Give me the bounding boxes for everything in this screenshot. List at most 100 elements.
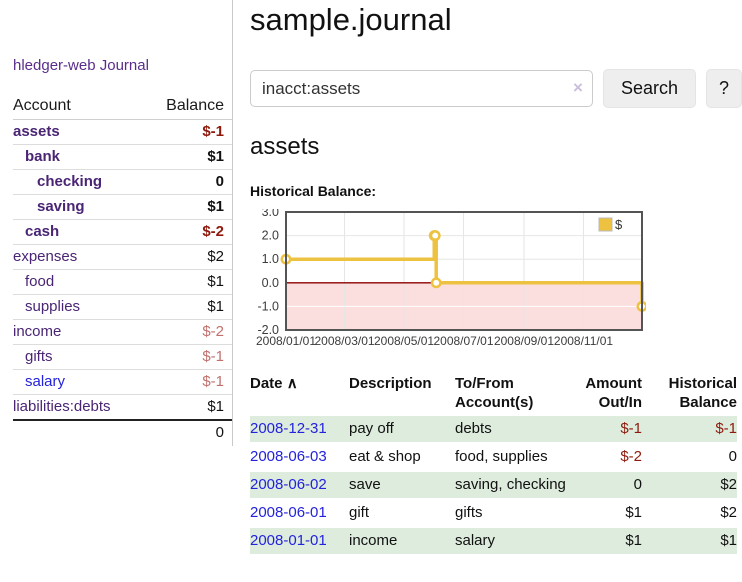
main-content: sample.journal × Search ? assets Histori… [233, 0, 742, 556]
transaction-date-link[interactable]: 2008-12-31 [250, 420, 327, 437]
total-row: 0 [13, 419, 232, 445]
svg-text:2008/03/01: 2008/03/01 [314, 334, 374, 348]
transaction-row: 2008-06-01 gift gifts $1 $2 [250, 499, 737, 527]
transaction-balance: $1 [652, 527, 737, 555]
app-title-link[interactable]: hledger-web [13, 57, 96, 74]
account-row: salary $-1 [13, 369, 232, 395]
svg-text:1.0: 1.0 [262, 252, 279, 266]
transaction-date-link[interactable]: 2008-06-02 [250, 476, 327, 493]
svg-text:2008/09/01: 2008/09/01 [494, 334, 554, 348]
account-balance: $-1 [202, 123, 224, 140]
transaction-row: 2008-06-03 eat & shop food, supplies $-2… [250, 443, 737, 471]
transaction-date-link[interactable]: 2008-06-01 [250, 504, 327, 521]
transaction-amount: $-1 [577, 416, 652, 443]
account-balance-table: Account Balance assets $-1 bank $1 check… [13, 95, 232, 445]
svg-text:2008/07/01: 2008/07/01 [433, 334, 493, 348]
transaction-row: 2008-01-01 income salary $1 $1 [250, 527, 737, 555]
transaction-amount: $1 [625, 504, 642, 521]
date-column-header[interactable]: Date ∧ [250, 375, 298, 392]
account-balance: $1 [147, 394, 232, 420]
transaction-date-link[interactable]: 2008-06-03 [250, 448, 327, 465]
svg-text:2008/11/01: 2008/11/01 [554, 334, 613, 348]
account-balance: $-2 [147, 319, 232, 345]
account-balance: $-1 [147, 369, 232, 395]
transaction-balance: $2 [720, 504, 737, 521]
balance-column-header-register: Historical Balance [668, 375, 737, 411]
transaction-description: save [349, 471, 455, 499]
account-link[interactable]: cash [25, 223, 60, 240]
account-page-title: assets [250, 133, 320, 160]
account-link[interactable]: bank [25, 148, 61, 165]
transaction-row: 2008-12-31 pay off debts $-1 $-1 [250, 416, 737, 443]
account-balance: $-1 [147, 344, 232, 370]
description-column-header: Description [349, 375, 432, 392]
svg-text:$: $ [615, 217, 623, 232]
transaction-accounts: saving, checking [455, 471, 577, 499]
transaction-accounts: food, supplies [455, 448, 548, 465]
transaction-description: income [349, 527, 455, 555]
legend-swatch-icon [598, 217, 613, 232]
svg-text:2.0: 2.0 [262, 229, 279, 243]
search-field-wrapper: × [250, 70, 593, 107]
balance-column-header: Balance [147, 95, 232, 120]
svg-text:2008/05/01: 2008/05/01 [374, 334, 434, 348]
transaction-balance: $-1 [652, 416, 737, 443]
clear-search-icon[interactable]: × [573, 78, 583, 97]
transaction-amount: $1 [577, 527, 652, 555]
svg-text:-1.0: -1.0 [257, 299, 279, 313]
account-balance: $1 [147, 194, 232, 220]
account-balance: $1 [147, 269, 232, 295]
svg-text:3.0: 3.0 [262, 209, 279, 219]
account-link[interactable]: assets [13, 123, 60, 140]
register-header-row: Date ∧ Description To/From Account(s) Am… [250, 372, 737, 416]
account-row: supplies $1 [13, 294, 232, 320]
account-balance: $2 [147, 244, 232, 270]
account-link[interactable]: salary [25, 373, 66, 390]
search-form: × Search ? [250, 69, 742, 108]
account-table-header: Account Balance [13, 95, 232, 120]
account-balance: $1 [147, 144, 232, 170]
account-balance: $-2 [147, 219, 232, 245]
register-table: Date ∧ Description To/From Account(s) Am… [250, 372, 737, 556]
sort-ascending-icon: ∧ [286, 375, 298, 392]
chart-label: Historical Balance: [250, 183, 377, 199]
account-column-header: Account [13, 95, 148, 120]
sidebar: hledger-web Journal Account Balance asse… [0, 0, 233, 446]
account-balance: $1 [147, 294, 232, 320]
account-row: income $-2 [13, 319, 232, 345]
account-link[interactable]: income [13, 323, 62, 340]
help-button[interactable]: ? [705, 69, 742, 108]
account-row: cash $-2 [13, 219, 232, 245]
account-row: liabilities:debts $1 [13, 394, 232, 420]
account-row: saving $1 [13, 194, 232, 220]
transaction-description: pay off [349, 416, 455, 443]
account-link[interactable]: supplies [25, 298, 81, 315]
account-row: bank $1 [13, 144, 232, 170]
account-link[interactable]: food [25, 273, 55, 290]
account-row: expenses $2 [13, 244, 232, 270]
account-link[interactable]: gifts [25, 348, 53, 365]
transaction-balance: $2 [652, 471, 737, 499]
account-link[interactable]: saving [37, 198, 85, 215]
account-row: assets $-1 [13, 120, 232, 145]
account-balance: 0 [147, 169, 232, 195]
search-button[interactable]: Search [602, 69, 696, 108]
svg-text:-2.0: -2.0 [257, 323, 279, 337]
transaction-date-link[interactable]: 2008-01-01 [250, 532, 327, 549]
page: hledger-web Journal Account Balance asse… [0, 0, 742, 556]
account-row: checking 0 [13, 169, 232, 195]
sidebar-item-journal[interactable]: Journal [99, 57, 149, 74]
transaction-accounts: gifts [455, 504, 483, 521]
transaction-accounts: debts [455, 416, 577, 443]
account-link[interactable]: checking [37, 173, 103, 190]
account-link[interactable]: liabilities:debts [13, 398, 111, 415]
chart-legend: $ [598, 217, 623, 232]
account-link[interactable]: expenses [13, 248, 78, 265]
page-title: sample.journal [250, 2, 452, 37]
search-input[interactable] [250, 70, 593, 107]
transaction-balance: 0 [728, 448, 737, 465]
transaction-description: gift [349, 504, 370, 521]
total-balance: 0 [147, 419, 232, 445]
historical-balance-chart[interactable]: 2008/01/01 2008/03/01 2008/05/01 2008/07/01… [250, 205, 742, 355]
